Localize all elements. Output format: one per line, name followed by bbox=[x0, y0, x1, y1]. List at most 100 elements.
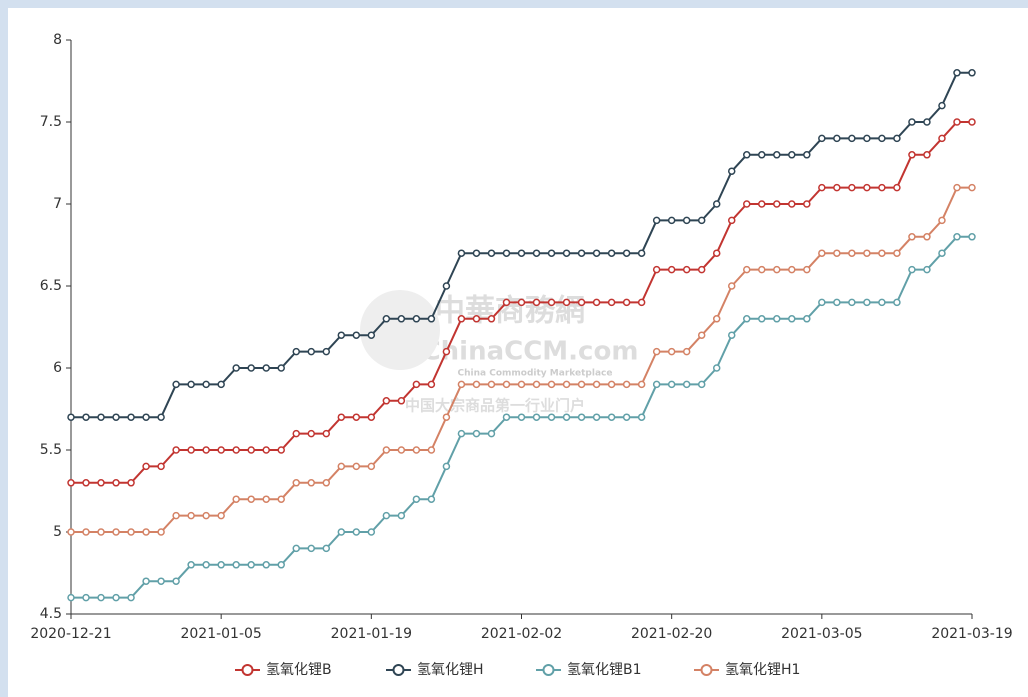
point bbox=[322, 429, 331, 438]
point bbox=[517, 380, 526, 389]
point bbox=[502, 380, 511, 389]
point bbox=[923, 233, 931, 241]
point bbox=[652, 265, 661, 274]
point bbox=[652, 216, 661, 225]
point bbox=[142, 577, 150, 585]
point bbox=[803, 151, 811, 159]
point bbox=[352, 331, 361, 339]
point bbox=[427, 315, 436, 323]
point bbox=[712, 364, 721, 372]
point bbox=[472, 429, 481, 438]
point bbox=[262, 446, 270, 454]
point bbox=[292, 429, 300, 438]
point bbox=[412, 315, 421, 323]
legend-icon bbox=[700, 664, 713, 676]
point bbox=[637, 380, 646, 389]
point bbox=[592, 413, 601, 421]
point bbox=[968, 183, 976, 192]
point bbox=[577, 298, 586, 307]
point bbox=[382, 446, 391, 454]
point bbox=[217, 446, 225, 454]
legend-label: 氢氧化锂H bbox=[417, 662, 484, 678]
point bbox=[637, 249, 646, 257]
point bbox=[968, 69, 976, 77]
point bbox=[262, 495, 270, 503]
y-tick-label: 5 bbox=[53, 524, 62, 540]
point bbox=[622, 413, 631, 421]
point bbox=[803, 315, 811, 323]
point bbox=[307, 544, 316, 553]
point bbox=[562, 298, 571, 307]
point bbox=[652, 380, 661, 389]
point bbox=[322, 544, 331, 553]
point bbox=[367, 331, 376, 339]
point bbox=[607, 298, 616, 307]
point bbox=[97, 479, 105, 487]
point bbox=[848, 183, 856, 192]
point bbox=[427, 495, 436, 503]
point bbox=[277, 495, 285, 503]
point bbox=[863, 249, 871, 257]
point bbox=[367, 413, 376, 421]
point bbox=[247, 446, 255, 454]
point bbox=[307, 429, 316, 438]
y-tick-label: 6 bbox=[53, 360, 62, 376]
point bbox=[727, 167, 736, 175]
point bbox=[82, 593, 90, 602]
point bbox=[187, 446, 195, 454]
point bbox=[262, 364, 270, 372]
point bbox=[697, 216, 706, 225]
point bbox=[67, 528, 75, 536]
point bbox=[382, 511, 391, 520]
point bbox=[788, 200, 796, 208]
point bbox=[712, 249, 721, 257]
point bbox=[292, 347, 300, 356]
point bbox=[818, 249, 826, 257]
point bbox=[953, 118, 961, 126]
y-tick-label: 8 bbox=[53, 32, 62, 48]
point bbox=[938, 216, 946, 225]
point bbox=[667, 380, 676, 389]
point bbox=[908, 233, 916, 241]
point bbox=[517, 249, 526, 257]
point bbox=[502, 249, 511, 257]
point bbox=[833, 298, 841, 307]
point bbox=[697, 331, 706, 339]
point bbox=[67, 413, 75, 421]
point bbox=[517, 413, 526, 421]
point bbox=[427, 446, 436, 454]
point bbox=[532, 298, 541, 307]
watermark: ChinaCCM.com bbox=[422, 337, 639, 367]
point bbox=[953, 183, 961, 192]
point bbox=[938, 101, 946, 110]
point bbox=[577, 380, 586, 389]
point bbox=[142, 462, 150, 471]
point bbox=[277, 561, 285, 569]
point bbox=[758, 200, 766, 208]
point bbox=[818, 134, 826, 143]
point bbox=[773, 200, 781, 208]
point bbox=[592, 380, 601, 389]
y-tick-label: 7.5 bbox=[40, 114, 62, 130]
point bbox=[487, 429, 496, 438]
point bbox=[622, 249, 631, 257]
point bbox=[82, 528, 90, 536]
point bbox=[292, 479, 300, 487]
point bbox=[172, 577, 180, 585]
point bbox=[622, 298, 631, 307]
point bbox=[893, 134, 901, 143]
watermark: China Commodity Marketplace bbox=[458, 369, 613, 379]
legend-icon bbox=[392, 664, 405, 676]
x-tick-label: 2021-02-02 bbox=[481, 626, 562, 642]
point bbox=[97, 413, 105, 421]
point bbox=[968, 233, 976, 241]
point bbox=[142, 528, 150, 536]
point bbox=[412, 495, 421, 503]
point bbox=[247, 561, 255, 569]
point bbox=[157, 413, 165, 421]
point bbox=[908, 118, 916, 126]
point bbox=[923, 265, 931, 274]
point bbox=[667, 265, 676, 274]
point bbox=[833, 249, 841, 257]
